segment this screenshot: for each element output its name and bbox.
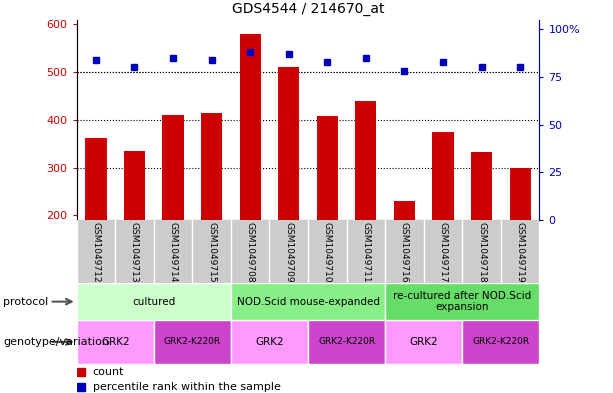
Text: GRK2-K220R: GRK2-K220R [472, 338, 530, 346]
Text: GSM1049719: GSM1049719 [516, 222, 525, 283]
Text: GSM1049711: GSM1049711 [362, 222, 370, 283]
Bar [317, 116, 338, 220]
Bar [240, 34, 261, 220]
Text: GSM1049709: GSM1049709 [284, 222, 293, 283]
Bar [124, 151, 145, 220]
Text: GSM1049715: GSM1049715 [207, 222, 216, 283]
Bar [462, 320, 539, 364]
Text: GRK2: GRK2 [409, 337, 438, 347]
Bar [278, 67, 299, 220]
Text: NOD.Scid mouse-expanded: NOD.Scid mouse-expanded [237, 297, 379, 307]
Bar [201, 113, 223, 220]
Bar [394, 201, 415, 220]
Text: GSM1049713: GSM1049713 [130, 222, 139, 283]
Text: GSM1049708: GSM1049708 [246, 222, 254, 283]
Bar [77, 320, 154, 364]
Bar [385, 283, 539, 320]
Bar [231, 320, 308, 364]
Bar [432, 132, 454, 220]
Text: GSM1049718: GSM1049718 [477, 222, 486, 283]
Bar [162, 115, 184, 220]
Text: cultured: cultured [132, 297, 175, 307]
Bar [509, 167, 531, 220]
Text: GSM1049714: GSM1049714 [169, 222, 178, 283]
Text: GRK2: GRK2 [255, 337, 284, 347]
Bar [308, 320, 385, 364]
Bar [154, 320, 231, 364]
Bar [471, 152, 492, 220]
Bar [77, 283, 231, 320]
Text: genotype/variation: genotype/variation [3, 337, 109, 347]
Text: percentile rank within the sample: percentile rank within the sample [93, 382, 281, 391]
Title: GDS4544 / 214670_at: GDS4544 / 214670_at [232, 2, 384, 16]
Bar [385, 320, 462, 364]
Text: GSM1049712: GSM1049712 [91, 222, 101, 283]
Bar [356, 101, 376, 220]
Text: GSM1049710: GSM1049710 [323, 222, 332, 283]
Text: re-cultured after NOD.Scid
expansion: re-cultured after NOD.Scid expansion [393, 291, 531, 312]
Text: count: count [93, 367, 124, 377]
Text: GSM1049716: GSM1049716 [400, 222, 409, 283]
Bar [85, 138, 107, 220]
Bar [231, 283, 385, 320]
Text: GSM1049717: GSM1049717 [438, 222, 447, 283]
Text: GRK2-K220R: GRK2-K220R [318, 338, 375, 346]
Text: GRK2: GRK2 [101, 337, 129, 347]
Text: protocol: protocol [3, 297, 48, 307]
Text: GRK2-K220R: GRK2-K220R [164, 338, 221, 346]
